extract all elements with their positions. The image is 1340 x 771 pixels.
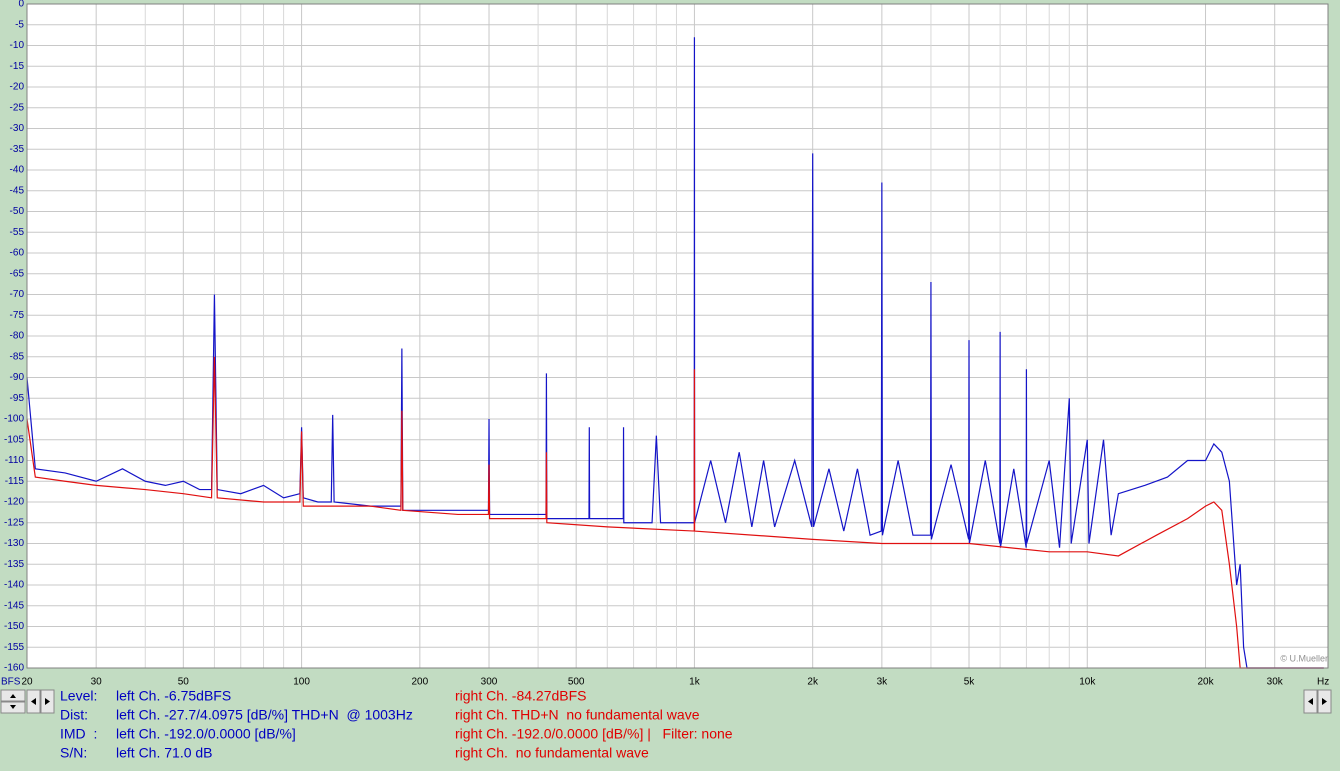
right-channel: right Ch. -84.27dBFS bbox=[455, 688, 587, 704]
row-label: S/N: bbox=[60, 745, 87, 761]
x-tick-label: 500 bbox=[568, 677, 585, 688]
y-tick-label: -115 bbox=[5, 476, 25, 487]
y-axis-label: BFS bbox=[1, 677, 21, 688]
x-tick-label: 50 bbox=[178, 677, 190, 688]
row-label: Level: bbox=[60, 688, 97, 704]
y-tick-label: -105 bbox=[4, 434, 24, 445]
y-tick-label: -155 bbox=[4, 642, 24, 653]
y-tick-label: -30 bbox=[10, 123, 25, 134]
spectrum-trace bbox=[26, 356, 1324, 669]
arrow bbox=[1322, 698, 1327, 705]
y-tick-label: -45 bbox=[10, 185, 25, 196]
measurement-panel: Level: left Ch. -6.75dBFS right Ch. -84.27… bbox=[60, 688, 733, 761]
left-channel: left Ch. -192.0/0.0000 [dB/%] bbox=[116, 726, 296, 742]
arrow bbox=[45, 698, 50, 705]
left-channel: left Ch. -6.75dBFS bbox=[116, 688, 231, 704]
y-tick-label: -85 bbox=[10, 351, 25, 362]
y-tick-label: -55 bbox=[10, 227, 25, 238]
arrow bbox=[1308, 698, 1313, 705]
y-tick-label: -5 bbox=[15, 19, 24, 30]
right-channel: right Ch. THD+N no fundamental wave bbox=[455, 707, 700, 723]
arrow bbox=[10, 694, 16, 698]
y-tick-label: -10 bbox=[10, 40, 25, 51]
x-tick-label: 300 bbox=[481, 677, 498, 688]
x-tick-label: 30k bbox=[1267, 677, 1284, 688]
x-tick-label: 20k bbox=[1197, 677, 1214, 688]
left-channel: left Ch. 71.0 dB bbox=[116, 745, 213, 761]
y-tick-label: -40 bbox=[10, 165, 25, 176]
y-tick-label: -35 bbox=[10, 144, 25, 155]
y-tick-label: -15 bbox=[10, 61, 25, 72]
x-tick-label: 200 bbox=[411, 677, 428, 688]
y-tick-label: -150 bbox=[4, 621, 24, 632]
y-tick-label: -25 bbox=[10, 102, 25, 113]
y-tick-label: -135 bbox=[4, 559, 24, 570]
y-tick-label: -80 bbox=[10, 331, 25, 342]
right-scroll bbox=[1303, 689, 1332, 714]
y-tick-label: -60 bbox=[10, 248, 25, 259]
x-tick-label: 1k bbox=[689, 677, 701, 688]
arrow bbox=[10, 705, 16, 709]
plot-frame bbox=[26, 3, 1329, 669]
right-channel: right Ch. -192.0/0.0000 [dB/%] | Filter:… bbox=[455, 726, 733, 742]
y-tick-label: -100 bbox=[4, 414, 24, 425]
traces bbox=[26, 37, 1324, 669]
x-tick-label: 100 bbox=[293, 677, 310, 688]
y-tick-label: -70 bbox=[10, 289, 25, 300]
left-channel: left Ch. -27.7/4.0975 [dB/%] THD+N @ 100… bbox=[116, 707, 413, 723]
x-tick-label: 2k bbox=[807, 677, 819, 688]
x-tick-label: 10k bbox=[1079, 677, 1096, 688]
watermark: © U.Mueller bbox=[1280, 653, 1328, 663]
x-tick-label: 5k bbox=[964, 677, 976, 688]
y-tick-label: -160 bbox=[4, 663, 24, 674]
y-tick-label: -50 bbox=[10, 206, 25, 217]
y-tick-label: -145 bbox=[4, 600, 24, 611]
left-scroll bbox=[0, 689, 55, 714]
right-channel: right Ch. no fundamental wave bbox=[455, 745, 649, 761]
y-tick-label: 0 bbox=[18, 0, 24, 10]
row-label: Dist: bbox=[60, 707, 88, 723]
y-tick-label: -140 bbox=[4, 580, 24, 591]
row-label: IMD : bbox=[60, 726, 97, 742]
arrow bbox=[31, 698, 36, 705]
y-tick-label: -125 bbox=[4, 517, 24, 528]
y-tick-label: -65 bbox=[10, 268, 25, 279]
y-tick-label: -130 bbox=[4, 538, 24, 549]
x-tick-label: 20 bbox=[21, 677, 33, 688]
y-tick-label: -95 bbox=[10, 393, 25, 404]
y-tick-label: -20 bbox=[10, 82, 25, 93]
x-tick-label: 30 bbox=[91, 677, 103, 688]
y-tick-label: -90 bbox=[10, 372, 25, 383]
y-tick-label: -75 bbox=[10, 310, 25, 321]
y-tick-label: -120 bbox=[4, 497, 24, 508]
x-tick-label: 3k bbox=[877, 677, 889, 688]
x-axis-label: Hz bbox=[1317, 677, 1329, 688]
y-tick-label: -110 bbox=[5, 455, 25, 466]
